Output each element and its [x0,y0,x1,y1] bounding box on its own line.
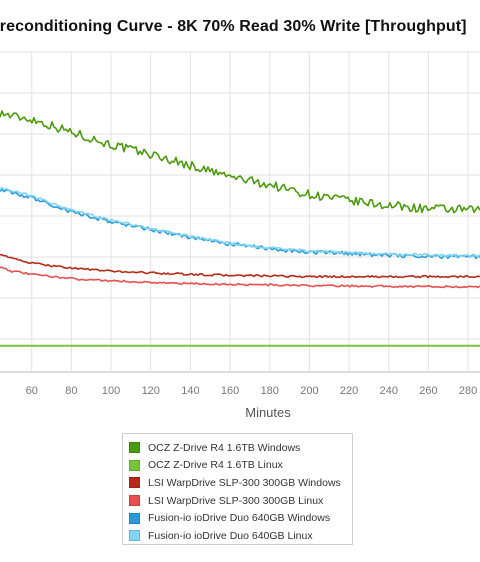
legend-swatch [129,530,140,542]
legend-item: LSI WarpDrive SLP-300 300GB Windows [129,474,352,492]
legend-label: LSI WarpDrive SLP-300 300GB Windows [148,476,341,489]
x-tick-label: 220 [340,385,358,397]
legend-label: Fusion-io ioDrive Duo 640GB Windows [148,512,331,525]
series-line [0,110,480,214]
series-line [0,266,480,289]
legend-item: Fusion-io ioDrive Duo 640GB Windows [129,509,352,527]
legend-swatch [129,477,140,489]
series-line [0,188,480,260]
legend-label: OCZ Z-Drive R4 1.6TB Linux [148,459,283,472]
x-tick-label: 140 [181,385,199,397]
legend-item: LSI WarpDrive SLP-300 300GB Linux [129,492,352,510]
legend-label: OCZ Z-Drive R4 1.6TB Windows [148,441,301,454]
legend-swatch [129,442,140,454]
legend-item: Fusion-io ioDrive Duo 640GB Linux [129,527,352,545]
legend-item: OCZ Z-Drive R4 1.6TB Windows [129,439,352,457]
x-tick-label: 120 [142,385,160,397]
legend-swatch [129,459,140,471]
series-lines [0,110,480,347]
legend-label: Fusion-io ioDrive Duo 640GB Linux [148,529,313,542]
legend-swatch [129,495,140,507]
series-line [0,253,480,279]
chart-title: Preconditioning Curve - 8K 70% Read 30% … [0,18,467,35]
x-tick-label: 160 [221,385,239,397]
legend: OCZ Z-Drive R4 1.6TB Windows OCZ Z-Drive … [122,433,353,545]
x-tick-label: 60 [26,385,38,397]
x-tick-labels: 60 80 100 120 140 160 180 200 220 240 260 280 [26,385,478,397]
legend-swatch [129,512,140,524]
x-tick-label: 260 [419,385,437,397]
legend-item: OCZ Z-Drive R4 1.6TB Linux [129,457,352,475]
x-tick-label: 240 [380,385,398,397]
x-tick-label: 100 [102,385,120,397]
gridlines [0,51,480,373]
x-tick-label: 180 [261,385,279,397]
series-line [0,186,480,258]
x-tick-label: 200 [300,385,318,397]
x-tick-label: 280 [459,385,477,397]
x-axis-title: Minutes [245,405,291,420]
x-tick-label: 80 [65,385,77,397]
legend-label: LSI WarpDrive SLP-300 300GB Linux [148,494,324,507]
